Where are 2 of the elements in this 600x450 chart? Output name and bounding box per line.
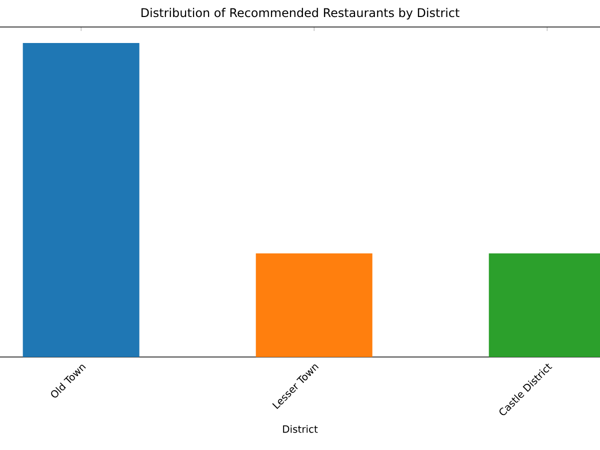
chart-title: Distribution of Recommended Restaurants by District — [142, 8, 460, 20]
x-axis-title: District — [283, 425, 318, 433]
